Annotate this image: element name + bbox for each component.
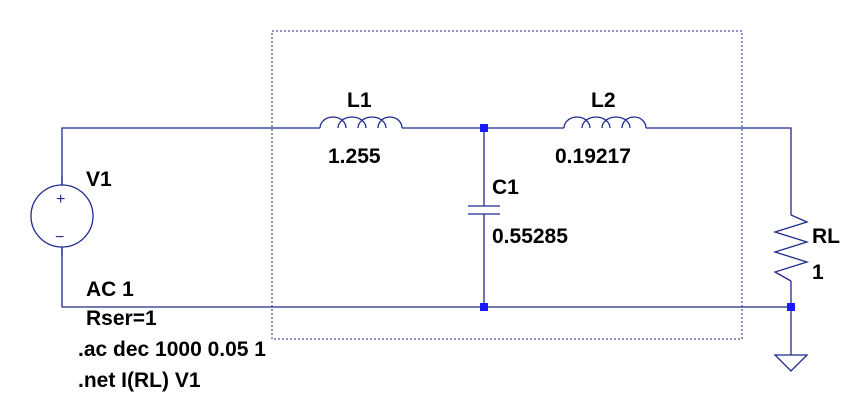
c1-value-label: 0.55285 [492,225,568,248]
ac-directive[interactable]: .ac dec 1000 0.05 1 [78,338,266,361]
inductor-l2[interactable] [563,116,647,129]
l2-name-label: L2 [591,89,616,112]
plus-symbol: + [56,191,65,208]
inductor-l1[interactable] [319,116,403,129]
source-circle [30,184,94,248]
l1-name-label: L1 [347,89,372,112]
voltage-source-v1[interactable]: + − [30,176,94,256]
net-directive[interactable]: .net I(RL) V1 [78,369,201,392]
ground-symbol [773,354,809,372]
c1-name-label: C1 [492,176,519,199]
v1-value-label: AC 1 [86,278,134,301]
wires [61,127,792,355]
v1-rser-label: Rser=1 [86,307,157,330]
wire-ground-bus [61,247,791,308]
rl-value-label: 1 [812,261,824,284]
l1-value-label: 1.255 [328,145,381,168]
l2-value-label: 0.19217 [555,145,631,168]
wire-l2-to-rl [646,127,792,215]
rl-name-label: RL [812,225,840,248]
node-top-junction[interactable] [480,124,488,132]
node-ground-junction[interactable] [787,303,795,311]
ground-triangle-icon [773,354,809,372]
junction-nodes [480,124,795,311]
v1-name-label: V1 [86,168,112,191]
resistor-rl[interactable] [772,214,810,282]
selection-box [271,30,743,340]
minus-symbol: − [55,229,64,246]
capacitor-c1[interactable] [468,205,500,215]
wire-v1-top-to-l1 [61,127,320,185]
node-bottom-junction[interactable] [480,303,488,311]
